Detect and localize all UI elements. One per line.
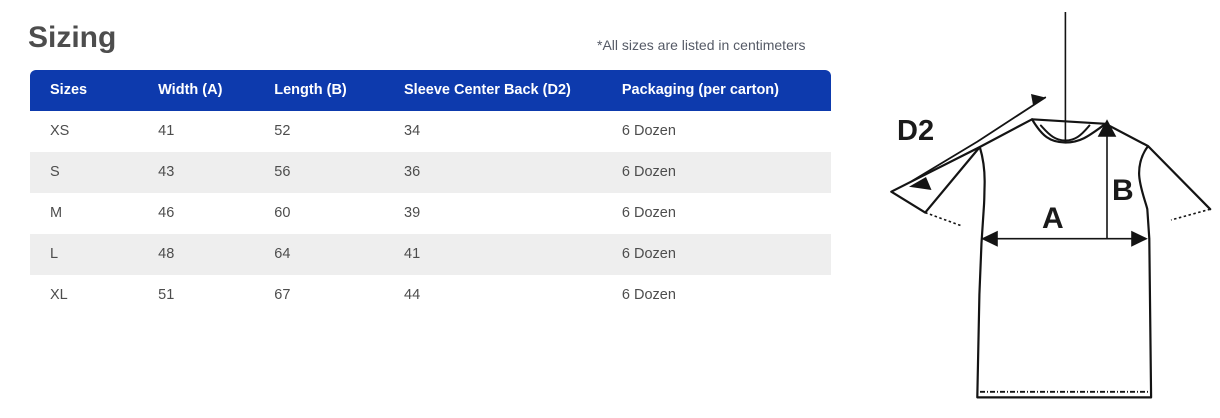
svg-text:B: B: [1112, 174, 1134, 207]
svg-text:D2: D2: [897, 115, 934, 147]
svg-text:A: A: [1042, 202, 1064, 235]
